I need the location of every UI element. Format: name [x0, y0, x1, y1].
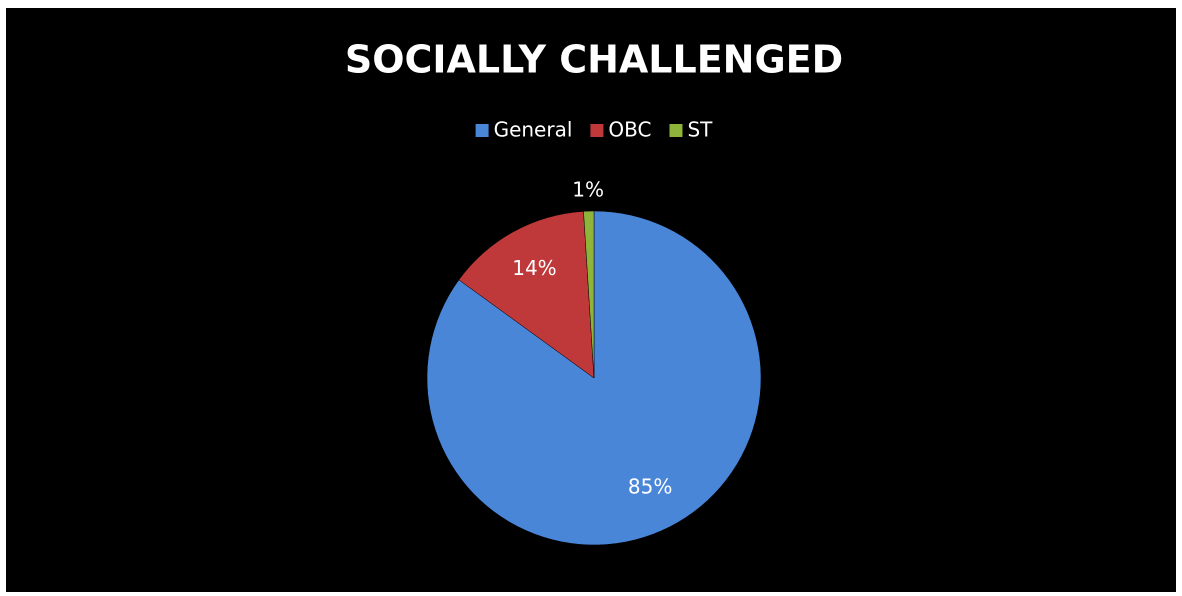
pie-slice [458, 211, 595, 379]
data-label: 14% [512, 256, 556, 280]
legend-swatch [475, 124, 489, 137]
legend-label: OBC [608, 118, 651, 142]
data-label: 1% [572, 178, 604, 202]
data-label: 85% [628, 475, 672, 499]
legend-swatch [669, 124, 683, 137]
legend-label: General [494, 118, 573, 142]
legend-swatch [590, 124, 604, 137]
legend-label: ST [687, 118, 713, 142]
pie-slice [583, 210, 595, 379]
chart-title: SOCIALLY CHALLENGED [345, 38, 843, 82]
